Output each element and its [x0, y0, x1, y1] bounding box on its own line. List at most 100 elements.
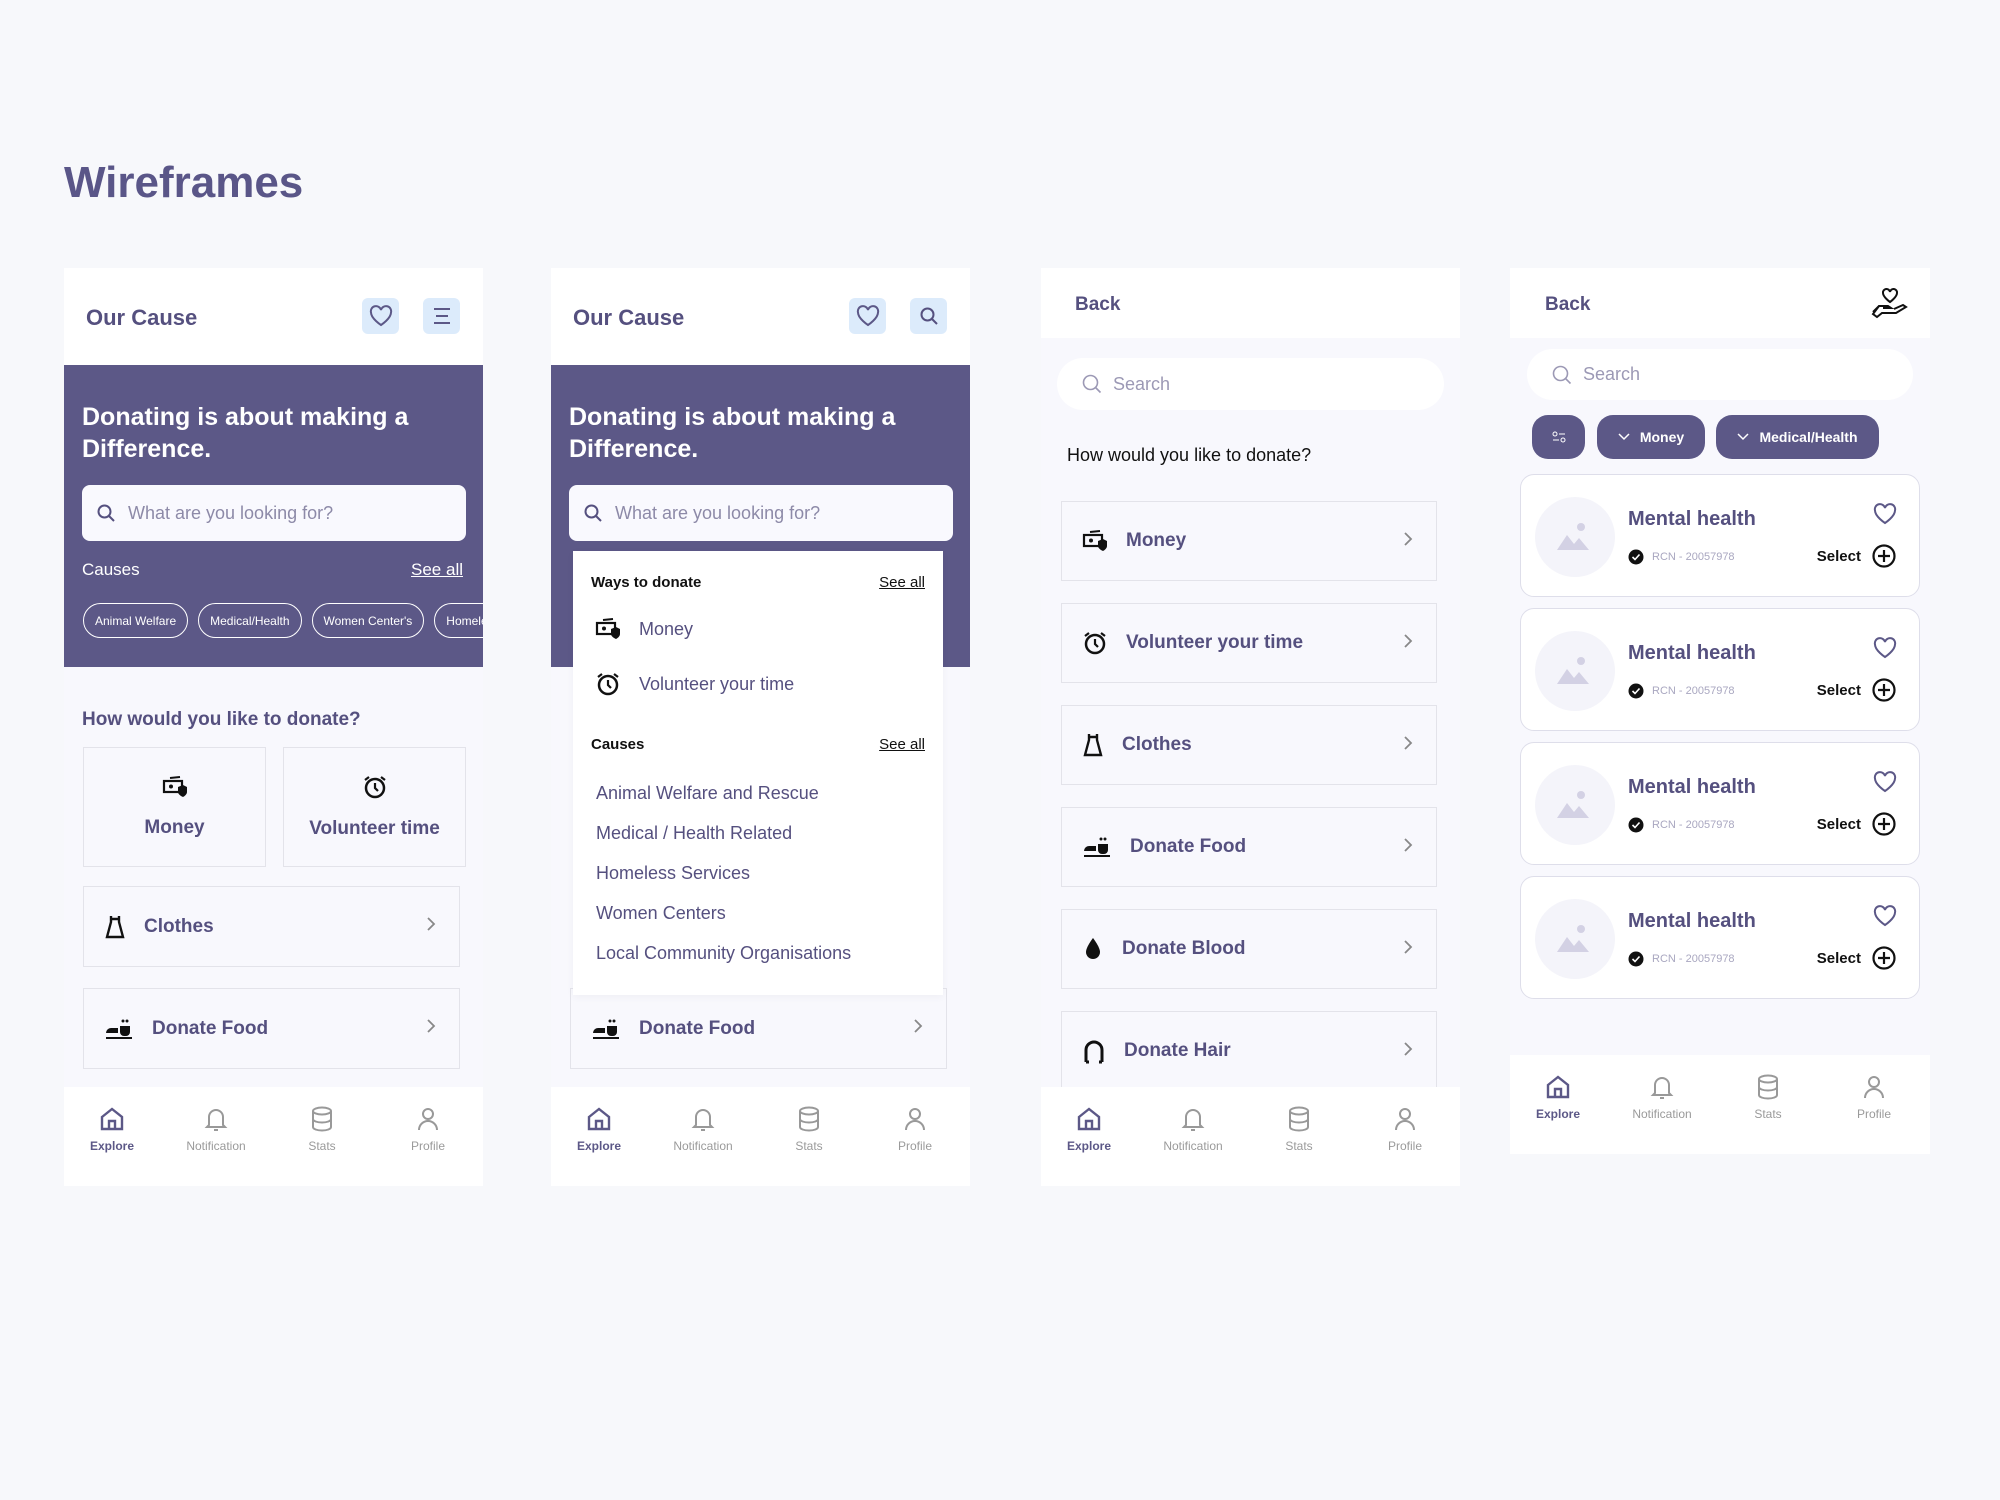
organisation-card[interactable]: Mental health RCN - 20057978 Select — [1520, 876, 1920, 999]
donate-option[interactable]: Donate Blood — [1061, 909, 1437, 989]
donate-option[interactable]: Clothes — [1061, 705, 1437, 785]
menu-button[interactable] — [423, 298, 460, 334]
user-icon — [901, 1105, 929, 1133]
nav-explore[interactable]: Explore — [554, 1105, 644, 1153]
donate-option[interactable]: Volunteer your time — [1061, 603, 1437, 683]
dropdown-way[interactable]: Volunteer your time — [595, 671, 794, 697]
nav-explore[interactable]: Explore — [1044, 1105, 1134, 1153]
cause-chip[interactable]: Women Center's — [311, 603, 425, 638]
dress-icon — [104, 914, 126, 940]
header: Back — [1041, 268, 1460, 338]
donate-option[interactable]: Clothes — [83, 886, 460, 967]
nav-label: Explore — [1066, 1139, 1111, 1153]
org-rcn: RCN - 20057978 — [1652, 685, 1735, 697]
back-button[interactable]: Back — [1075, 294, 1121, 315]
filter-button[interactable] — [1532, 415, 1585, 459]
option-label: Clothes — [1122, 734, 1192, 755]
cause-chip[interactable]: Medical/Health — [198, 603, 302, 638]
back-button[interactable]: Back — [1545, 294, 1591, 315]
donate-option[interactable]: Donate Food — [570, 988, 947, 1069]
nav-stats[interactable]: Stats — [277, 1105, 367, 1153]
dropdown-cause[interactable]: Women Centers — [596, 903, 726, 923]
donate-option[interactable]: Donate Food — [83, 988, 460, 1069]
select-button[interactable]: Select — [1817, 945, 1897, 971]
donate-option[interactable]: Donate Food — [1061, 807, 1437, 887]
verified-icon — [1628, 817, 1644, 833]
nav-label: Explore — [1535, 1107, 1580, 1121]
nav-stats[interactable]: Stats — [764, 1105, 854, 1153]
select-button[interactable]: Select — [1817, 543, 1897, 569]
filter-label: Medical/Health — [1759, 429, 1858, 445]
nav-label: Profile — [897, 1139, 932, 1153]
home-icon — [1075, 1105, 1103, 1133]
dropdown-way[interactable]: Money — [595, 617, 693, 641]
nav-notification[interactable]: Notification — [1148, 1105, 1238, 1153]
search-input[interactable]: Search — [1527, 349, 1913, 400]
favorite-button[interactable] — [1873, 905, 1897, 932]
cause-chip[interactable]: Homeless — [434, 603, 483, 638]
money-icon — [595, 617, 621, 641]
chevron-down-icon — [1737, 433, 1750, 441]
bottom-nav: Explore Notification Stats Profile — [1510, 1055, 1930, 1154]
organisation-card[interactable]: Mental health RCN - 20057978 Select — [1520, 608, 1920, 731]
nav-explore[interactable]: Explore — [1513, 1073, 1603, 1121]
nav-profile[interactable]: Profile — [1829, 1073, 1919, 1121]
search-icon — [919, 306, 939, 326]
donate-option[interactable]: Money — [1061, 501, 1437, 581]
hair-icon — [1082, 1038, 1106, 1064]
dropdown-cause[interactable]: Animal Welfare and Rescue — [596, 783, 819, 803]
search-placeholder: Search — [1113, 373, 1171, 394]
search-input[interactable]: What are you looking for? — [82, 485, 466, 541]
see-all-link[interactable]: See all — [879, 736, 925, 753]
filter-chip[interactable]: Medical/Health — [1716, 415, 1879, 459]
organisation-card[interactable]: Mental health RCN - 20057978 Select — [1520, 742, 1920, 865]
organisation-card[interactable]: Mental health RCN - 20057978 Select — [1520, 474, 1920, 597]
select-button[interactable]: Select — [1817, 677, 1897, 703]
search-button[interactable] — [910, 298, 947, 334]
nav-notification[interactable]: Notification — [171, 1105, 261, 1153]
nav-profile[interactable]: Profile — [1360, 1105, 1450, 1153]
food-icon — [591, 1017, 621, 1041]
nav-stats[interactable]: Stats — [1254, 1105, 1344, 1153]
nav-notification[interactable]: Notification — [658, 1105, 748, 1153]
select-label: Select — [1816, 547, 1861, 565]
favorite-button[interactable] — [1873, 503, 1897, 530]
bell-icon — [689, 1105, 717, 1133]
donate-card-0[interactable]: Money — [83, 747, 266, 867]
search-input[interactable]: What are you looking for? — [569, 485, 953, 541]
money-icon — [1082, 529, 1108, 553]
donate-option[interactable]: Donate Hair — [1061, 1011, 1437, 1091]
alarm-clock-icon — [362, 774, 388, 800]
nav-profile[interactable]: Profile — [383, 1105, 473, 1153]
dropdown-cause[interactable]: Homeless Services — [596, 863, 751, 883]
favorites-button[interactable] — [849, 298, 886, 334]
nav-notification[interactable]: Notification — [1617, 1073, 1707, 1121]
chevron-right-icon — [425, 1018, 437, 1034]
favorites-button[interactable] — [362, 298, 399, 334]
chevron-right-icon — [1402, 633, 1414, 649]
donate-question: How would you like to donate? — [82, 709, 361, 730]
plus-circle-icon — [1871, 543, 1897, 569]
plus-circle-icon — [1871, 945, 1897, 971]
cause-chip[interactable]: Animal Welfare — [83, 603, 189, 638]
search-input[interactable]: Search — [1057, 358, 1444, 410]
favorite-button[interactable] — [1873, 637, 1897, 664]
page-title: Wireframes — [64, 158, 304, 207]
screen1-panel: Our Cause Donating is about making a Dif… — [64, 268, 483, 1186]
alarm-clock-icon — [595, 671, 621, 697]
dropdown-cause[interactable]: Local Community Organisations — [596, 943, 852, 963]
see-all-link[interactable]: See all — [879, 574, 925, 591]
donate-card-1[interactable]: Volunteer time — [283, 747, 466, 867]
filter-chip[interactable]: Money — [1597, 415, 1705, 459]
nav-profile[interactable]: Profile — [870, 1105, 960, 1153]
nav-explore[interactable]: Explore — [67, 1105, 157, 1153]
dropdown-cause[interactable]: Medical / Health Related — [596, 823, 793, 843]
org-name: Mental health — [1628, 910, 1756, 932]
select-button[interactable]: Select — [1817, 811, 1897, 837]
nav-stats[interactable]: Stats — [1723, 1073, 1813, 1121]
app-title: Our Cause — [573, 305, 685, 330]
image-placeholder-icon — [1555, 520, 1595, 554]
favorite-button[interactable] — [1873, 771, 1897, 798]
see-all-link[interactable]: See all — [411, 560, 463, 579]
image-placeholder-icon — [1555, 654, 1595, 688]
